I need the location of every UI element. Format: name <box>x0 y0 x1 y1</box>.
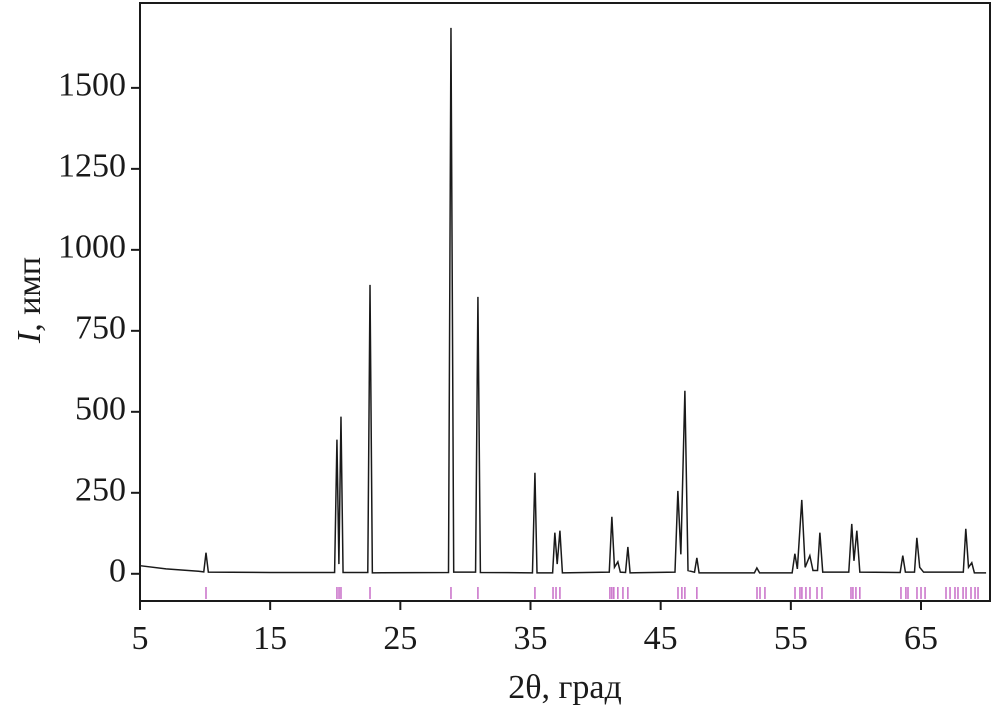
y-label-var: I <box>11 330 48 344</box>
x-tick-label: 55 <box>774 620 808 657</box>
x-tick-label: 15 <box>253 620 287 657</box>
y-tick-label: 250 <box>75 472 126 509</box>
y-label-unit: , имп <box>11 257 48 332</box>
x-axis-label: 2θ, град <box>508 669 622 706</box>
x-tick-label: 45 <box>644 620 678 657</box>
y-tick-label: 0 <box>109 553 126 590</box>
x-tick-label: 35 <box>514 620 548 657</box>
y-tick-label: 500 <box>75 391 126 428</box>
x-tick-label: 5 <box>132 620 149 657</box>
x-tick-label: 65 <box>904 620 938 657</box>
y-tick-label: 1500 <box>58 67 126 104</box>
y-tick-label: 1250 <box>58 148 126 185</box>
y-tick-label: 750 <box>75 310 126 347</box>
plot-frame <box>139 2 991 602</box>
y-axis-label: I, имп <box>11 257 48 344</box>
y-tick-label: 1000 <box>58 229 126 266</box>
x-tick-label: 25 <box>383 620 417 657</box>
pattern-line <box>139 27 987 574</box>
